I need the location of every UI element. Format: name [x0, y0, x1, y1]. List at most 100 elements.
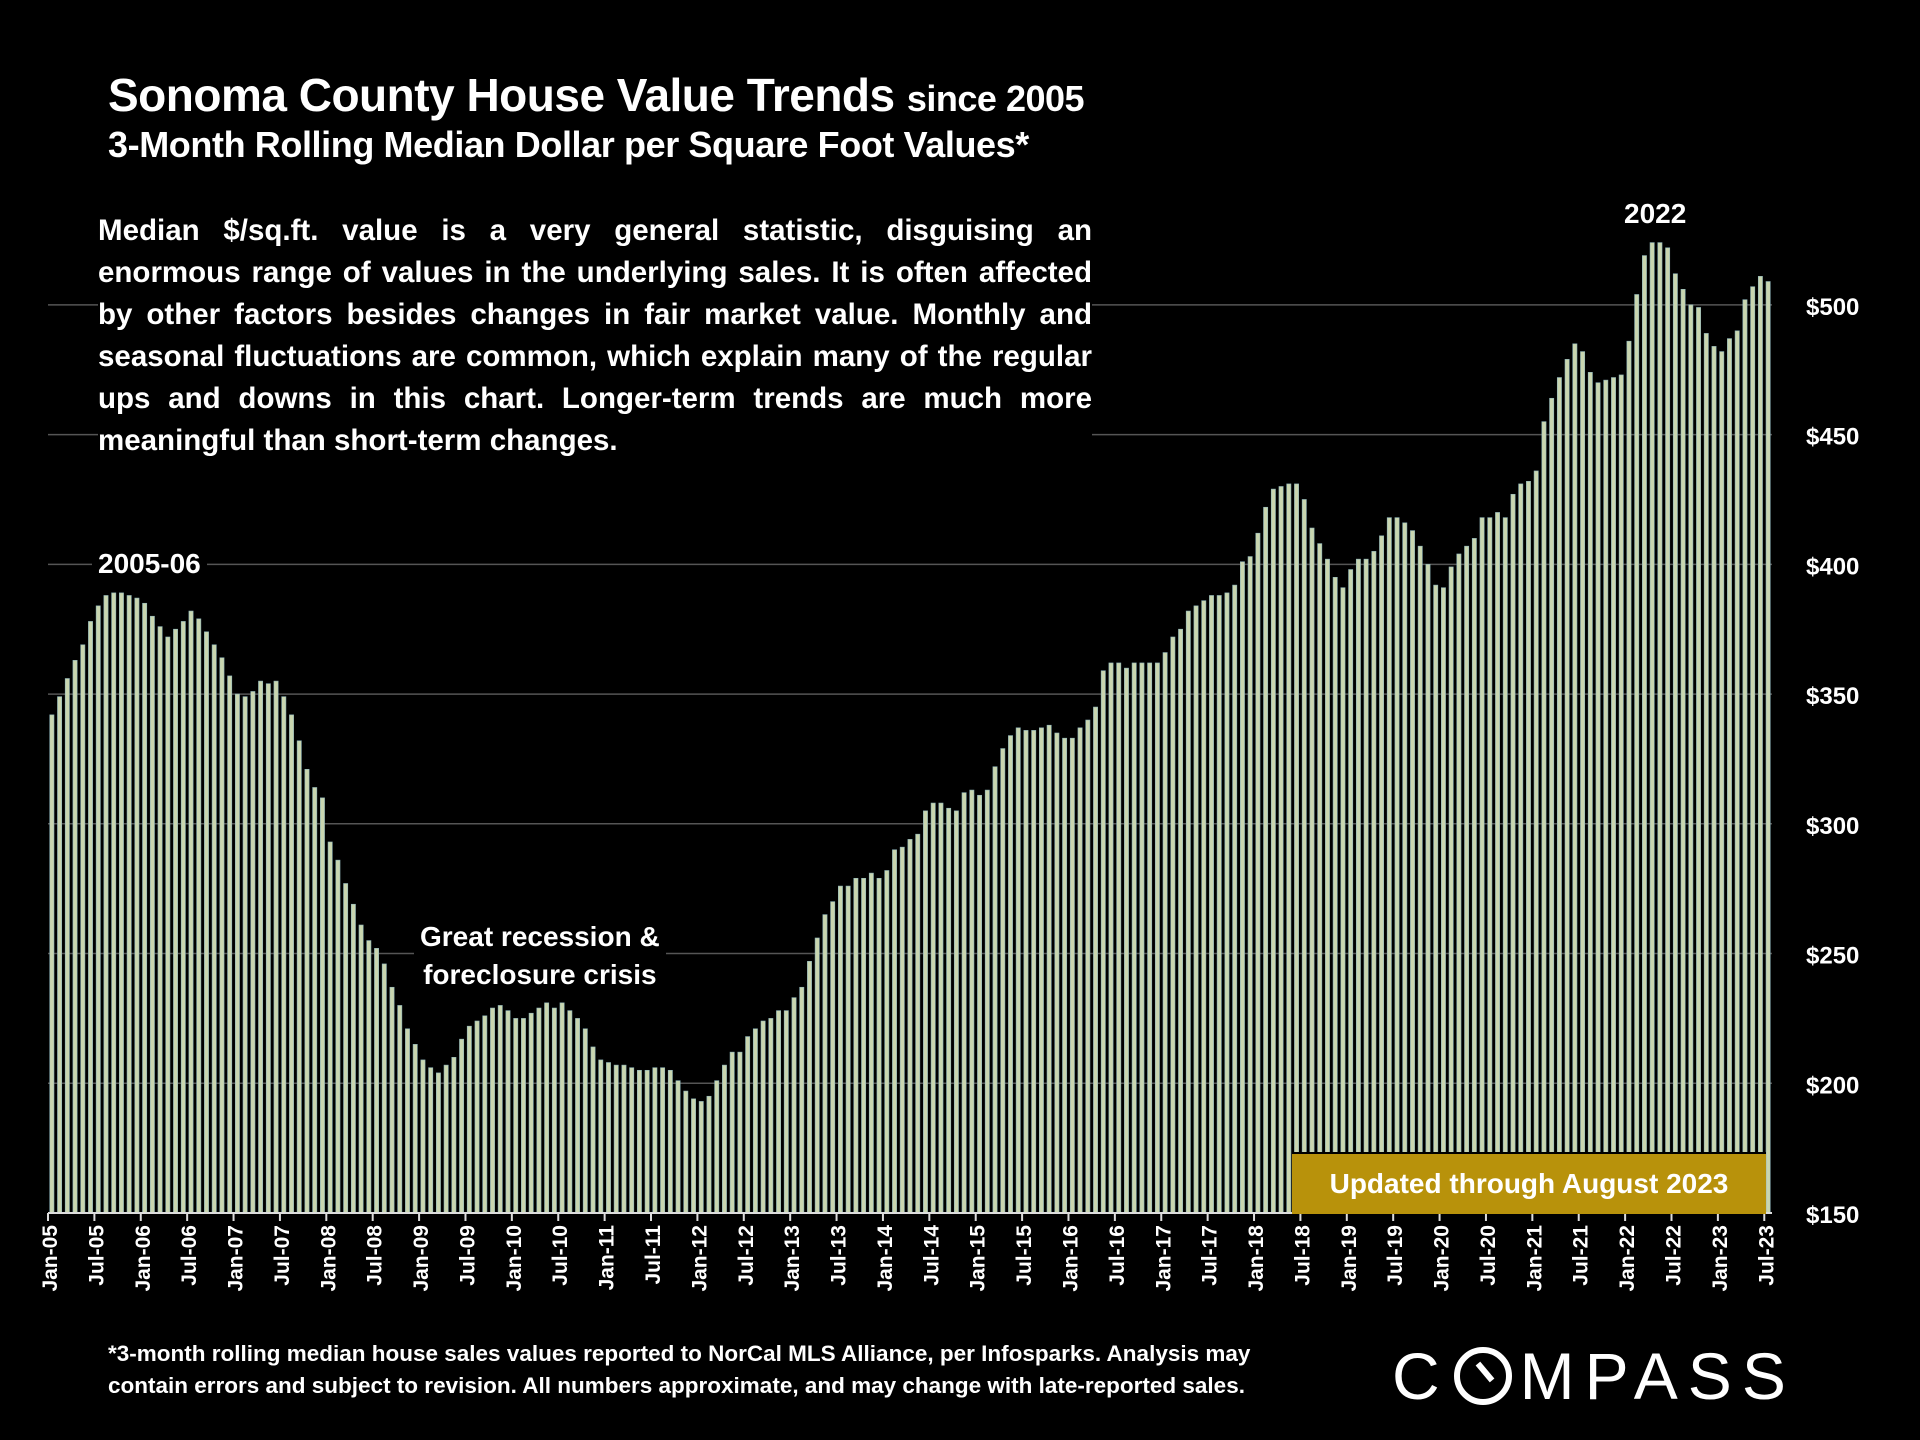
bar [598, 1059, 604, 1214]
bar [1131, 662, 1137, 1214]
bar [482, 1015, 488, 1214]
bar [1008, 735, 1013, 1214]
bar [1672, 273, 1678, 1214]
bar [211, 644, 217, 1214]
bar [443, 1064, 449, 1214]
x-tick-label: Jul-15 [1013, 1225, 1036, 1286]
updated-badge: Updated through August 2023 [1292, 1152, 1766, 1214]
bar [119, 592, 124, 1214]
bar [389, 986, 395, 1214]
logo-letters-rest: MPASS [1519, 1339, 1796, 1413]
bar [575, 1018, 580, 1214]
bar [1162, 652, 1168, 1214]
chart-subtitle: 3-Month Rolling Median Dollar per Square… [108, 124, 1029, 165]
bar [551, 1007, 557, 1214]
bar [1634, 294, 1640, 1214]
bar [1603, 379, 1609, 1214]
bar [1185, 610, 1191, 1214]
bar [1046, 724, 1052, 1214]
bar [1448, 566, 1454, 1214]
bar [1727, 338, 1732, 1214]
x-tick-label: Jan-09 [410, 1225, 433, 1292]
bar [459, 1038, 465, 1214]
bar [977, 794, 983, 1214]
bar [1549, 397, 1555, 1214]
x-tick-label: Jul-09 [456, 1225, 479, 1286]
bar [1031, 730, 1037, 1214]
bar [1193, 605, 1199, 1214]
bar [88, 621, 93, 1214]
bar [691, 1098, 696, 1214]
bar [737, 1051, 743, 1214]
bar [57, 696, 63, 1214]
bar [405, 1028, 410, 1214]
x-tick-label: Jul-21 [1570, 1225, 1593, 1286]
bar [1642, 255, 1647, 1214]
bar [969, 789, 975, 1214]
x-tick-label: Jul-11 [642, 1225, 665, 1285]
bar [134, 597, 140, 1214]
bar [938, 802, 944, 1214]
y-tick-label: $500 [1806, 294, 1859, 321]
bar [412, 1044, 418, 1214]
bar [273, 680, 279, 1214]
bar [1471, 538, 1477, 1214]
bar [366, 940, 372, 1214]
bar [799, 986, 805, 1214]
bar [1224, 592, 1230, 1214]
bar [807, 961, 812, 1214]
bar [1595, 382, 1601, 1214]
bar [374, 948, 379, 1214]
compass-o-icon [1453, 1347, 1512, 1405]
bar [1572, 343, 1578, 1214]
bar [1611, 377, 1616, 1214]
bar [652, 1067, 658, 1214]
bar [1232, 584, 1238, 1214]
bar [72, 660, 78, 1214]
y-tick-label: $450 [1806, 424, 1859, 451]
x-tick-label: Jan-23 [1709, 1225, 1732, 1292]
bar [1696, 307, 1701, 1214]
bar [428, 1067, 434, 1214]
bar [636, 1069, 642, 1214]
bar [1742, 299, 1748, 1214]
bar [1108, 662, 1114, 1214]
bar [513, 1018, 519, 1214]
bar [1765, 281, 1771, 1214]
bar [1587, 372, 1593, 1214]
bar [590, 1046, 596, 1214]
bar [1425, 564, 1431, 1214]
bar [1533, 470, 1539, 1214]
bar [1023, 730, 1029, 1214]
x-tick-label: Jul-18 [1291, 1225, 1314, 1286]
bar [149, 615, 155, 1214]
bar [1402, 522, 1408, 1214]
bar [157, 626, 163, 1214]
x-tick-label: Jul-05 [85, 1225, 108, 1286]
bar [227, 675, 233, 1214]
bar [1719, 351, 1725, 1214]
bar-series [49, 242, 1771, 1214]
bar [1410, 530, 1415, 1214]
footnote-line2: contain errors and subject to revision. … [108, 1373, 1245, 1398]
bar [1154, 662, 1160, 1214]
x-tick-label: Jan-11 [596, 1225, 619, 1291]
chart-title: Sonoma County House Value Trends since 2… [108, 68, 1085, 122]
bar [1309, 527, 1315, 1214]
description-text: Median $/sq.ft. value is a very general … [98, 210, 1092, 462]
y-tick-label: $150 [1806, 1202, 1859, 1229]
bar [1657, 242, 1663, 1214]
bar [497, 1005, 503, 1214]
bar [1441, 587, 1446, 1214]
bar [1379, 535, 1385, 1214]
bar [613, 1064, 619, 1214]
bar [791, 997, 797, 1214]
bar [304, 769, 310, 1214]
bar [1580, 351, 1586, 1214]
bar [204, 631, 209, 1214]
bar [49, 714, 55, 1214]
bar [892, 849, 897, 1214]
chart-title-suffix: since 2005 [906, 78, 1085, 119]
compass-logo: C MPASS [1392, 1338, 1796, 1414]
